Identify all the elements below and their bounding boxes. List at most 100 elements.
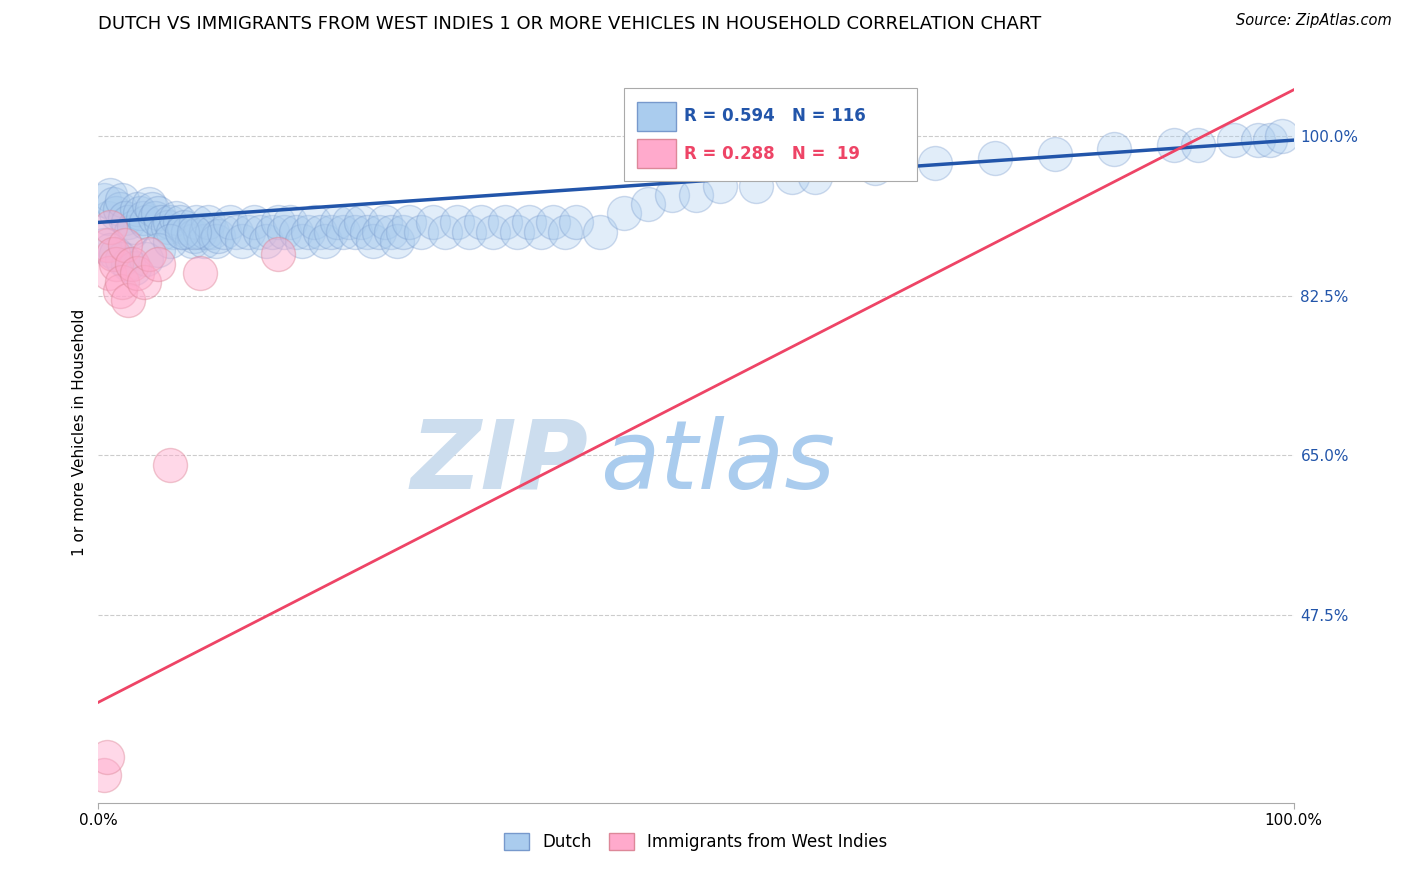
Point: [458, 225, 481, 239]
Point: [105, 206, 128, 220]
Point: [159, 215, 181, 229]
Point: [159, 234, 181, 248]
Point: [177, 225, 200, 239]
Point: [494, 215, 516, 229]
Point: [148, 243, 170, 257]
Point: [183, 225, 205, 239]
Point: [135, 252, 157, 266]
Point: [326, 215, 349, 229]
Point: [565, 215, 588, 229]
Point: [661, 188, 683, 202]
Point: [1187, 137, 1209, 152]
Point: [101, 247, 124, 261]
Point: [117, 293, 139, 307]
Point: [315, 234, 337, 248]
Point: [172, 225, 194, 239]
Point: [111, 275, 134, 289]
Point: [183, 229, 205, 244]
Point: [434, 225, 457, 239]
Point: [685, 188, 707, 202]
Point: [780, 169, 803, 184]
Point: [143, 211, 166, 225]
Point: [1043, 146, 1066, 161]
Point: [149, 215, 172, 229]
Point: [804, 169, 827, 184]
Point: [93, 768, 115, 782]
Point: [273, 225, 295, 239]
Point: [470, 215, 492, 229]
Point: [98, 188, 122, 202]
Point: [197, 215, 219, 229]
Point: [637, 197, 659, 211]
Point: [93, 238, 115, 252]
Point: [709, 178, 731, 193]
Point: [984, 152, 1007, 166]
Point: [1247, 133, 1270, 147]
Point: [339, 215, 361, 229]
Text: DUTCH VS IMMIGRANTS FROM WEST INDIES 1 OR MORE VEHICLES IN HOUSEHOLD CORRELATION: DUTCH VS IMMIGRANTS FROM WEST INDIES 1 O…: [98, 15, 1042, 33]
Point: [254, 234, 277, 248]
FancyBboxPatch shape: [624, 88, 917, 181]
Point: [188, 225, 211, 239]
Point: [506, 225, 529, 239]
Point: [124, 219, 146, 234]
Point: [249, 225, 271, 239]
Text: atlas: atlas: [600, 416, 835, 508]
FancyBboxPatch shape: [637, 138, 676, 168]
Point: [745, 178, 768, 193]
Point: [188, 266, 211, 280]
Point: [392, 225, 415, 239]
Point: [173, 219, 195, 234]
Point: [105, 256, 128, 270]
Point: [193, 234, 215, 248]
Point: [350, 215, 373, 229]
Point: [180, 234, 202, 248]
Point: [207, 229, 229, 244]
Point: [236, 225, 259, 239]
Point: [114, 211, 136, 225]
Point: [225, 225, 247, 239]
FancyBboxPatch shape: [637, 102, 676, 130]
Point: [530, 225, 553, 239]
Point: [398, 215, 420, 229]
Point: [422, 215, 444, 229]
Point: [1104, 142, 1126, 156]
Point: [332, 225, 354, 239]
Point: [308, 225, 330, 239]
Point: [278, 215, 301, 229]
Point: [344, 225, 367, 239]
Point: [125, 266, 148, 280]
Text: ZIP: ZIP: [411, 416, 589, 508]
Point: [117, 215, 139, 229]
Point: [111, 252, 134, 266]
Point: [1271, 128, 1294, 143]
Point: [138, 247, 160, 261]
Point: [129, 206, 152, 220]
Point: [204, 234, 226, 248]
Point: [93, 193, 115, 207]
Point: [363, 234, 385, 248]
Point: [321, 225, 343, 239]
Point: [1258, 133, 1281, 147]
Point: [613, 206, 636, 220]
Point: [260, 225, 283, 239]
Point: [368, 225, 391, 239]
Point: [108, 202, 131, 216]
Point: [481, 225, 505, 239]
Point: [374, 215, 396, 229]
Y-axis label: 1 or more Vehicles in Household: 1 or more Vehicles in Household: [72, 309, 87, 557]
Point: [212, 225, 235, 239]
Point: [98, 243, 122, 257]
Point: [105, 247, 128, 261]
Point: [201, 225, 224, 239]
Point: [96, 750, 118, 764]
Point: [124, 261, 146, 276]
Point: [267, 215, 290, 229]
Point: [159, 458, 181, 472]
Point: [554, 225, 576, 239]
Point: [148, 206, 170, 220]
Point: [117, 256, 139, 270]
Point: [243, 215, 266, 229]
Point: [385, 234, 409, 248]
Text: Source: ZipAtlas.com: Source: ZipAtlas.com: [1236, 13, 1392, 29]
